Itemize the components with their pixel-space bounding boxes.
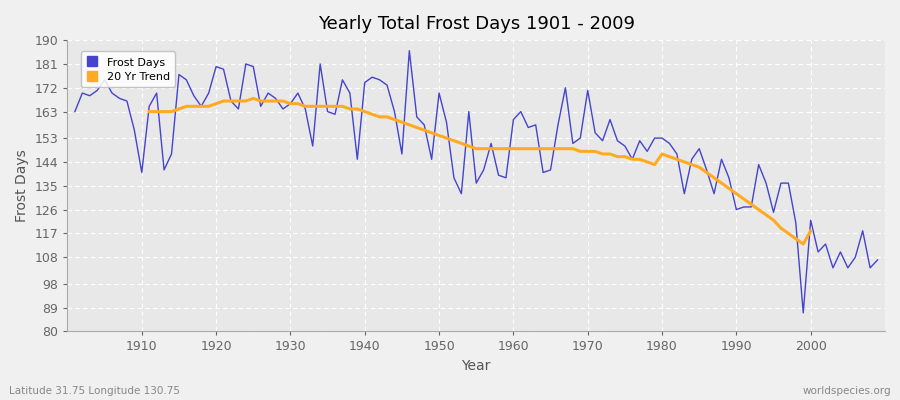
- Y-axis label: Frost Days: Frost Days: [15, 149, 29, 222]
- Frost Days: [516, 109, 526, 114]
- Frost Days: [872, 258, 883, 262]
- Frost Days: [605, 117, 616, 122]
- 20 Yr Trend: [806, 228, 816, 233]
- Frost Days: [129, 128, 140, 132]
- Legend: Frost Days, 20 Yr Trend: Frost Days, 20 Yr Trend: [81, 52, 176, 88]
- Frost Days: [69, 109, 80, 114]
- Text: Latitude 31.75 Longitude 130.75: Latitude 31.75 Longitude 130.75: [9, 386, 180, 396]
- 20 Yr Trend: [701, 170, 712, 175]
- Frost Days: [508, 117, 518, 122]
- 20 Yr Trend: [797, 242, 808, 246]
- Text: worldspecies.org: worldspecies.org: [803, 386, 891, 396]
- Title: Yearly Total Frost Days 1901 - 2009: Yearly Total Frost Days 1901 - 2009: [318, 15, 634, 33]
- 20 Yr Trend: [248, 96, 258, 101]
- 20 Yr Trend: [352, 106, 363, 111]
- Line: Frost Days: Frost Days: [75, 51, 878, 313]
- 20 Yr Trend: [783, 231, 794, 236]
- 20 Yr Trend: [233, 99, 244, 104]
- Frost Days: [292, 91, 303, 96]
- Frost Days: [404, 48, 415, 53]
- X-axis label: Year: Year: [462, 359, 490, 373]
- Line: 20 Yr Trend: 20 Yr Trend: [149, 98, 811, 244]
- 20 Yr Trend: [144, 109, 155, 114]
- Frost Days: [337, 78, 347, 82]
- Frost Days: [797, 310, 808, 315]
- 20 Yr Trend: [612, 154, 623, 159]
- 20 Yr Trend: [716, 181, 727, 186]
